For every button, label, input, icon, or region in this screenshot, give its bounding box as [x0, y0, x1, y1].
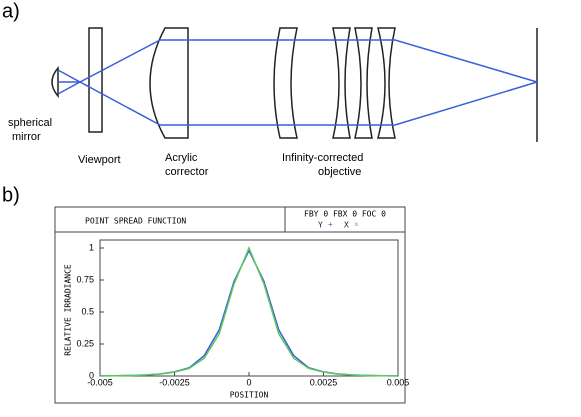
- y-tick-label: 0.75: [76, 274, 94, 284]
- x-tick-label: -0.005: [87, 377, 113, 387]
- label: Viewport: [78, 154, 121, 166]
- x-axis-label: POSITION: [230, 391, 269, 400]
- optics: [51, 27, 538, 142]
- label: corrector: [165, 166, 209, 178]
- label: objective: [318, 166, 361, 178]
- label: spherical: [8, 117, 52, 129]
- y-axis-label: RELATIVE IRRADIANCE: [64, 264, 73, 356]
- legend-marker: ×: [354, 220, 359, 229]
- label: Infinity-corrected: [282, 152, 363, 164]
- legend-name: X: [344, 221, 349, 230]
- series-line: [99, 246, 399, 377]
- panel-label: b): [2, 184, 20, 206]
- series-line: [99, 248, 399, 377]
- legend-marker: +: [328, 220, 333, 229]
- chart-header: FBY 0 FBX 0 FOC 0: [304, 210, 386, 219]
- x-tick-label: -0.0025: [159, 377, 190, 387]
- x-tick-label: 0: [246, 377, 251, 387]
- y-tick-label: 1: [89, 242, 94, 252]
- rays: [57, 39, 538, 126]
- label: Acrylic: [165, 152, 198, 164]
- label: mirror: [12, 131, 41, 143]
- y-tick-label: 0.5: [81, 306, 94, 316]
- y-tick-label: 0: [89, 370, 94, 380]
- chart-frame: [54, 206, 406, 404]
- y-tick-label: 0.25: [76, 338, 94, 348]
- chart-title: POINT SPREAD FUNCTION: [85, 217, 186, 226]
- x-tick-label: 0.0025: [310, 377, 338, 387]
- legend-name: Y: [318, 221, 323, 230]
- panel-label: a): [2, 0, 20, 22]
- x-tick-label: 0.005: [387, 377, 410, 387]
